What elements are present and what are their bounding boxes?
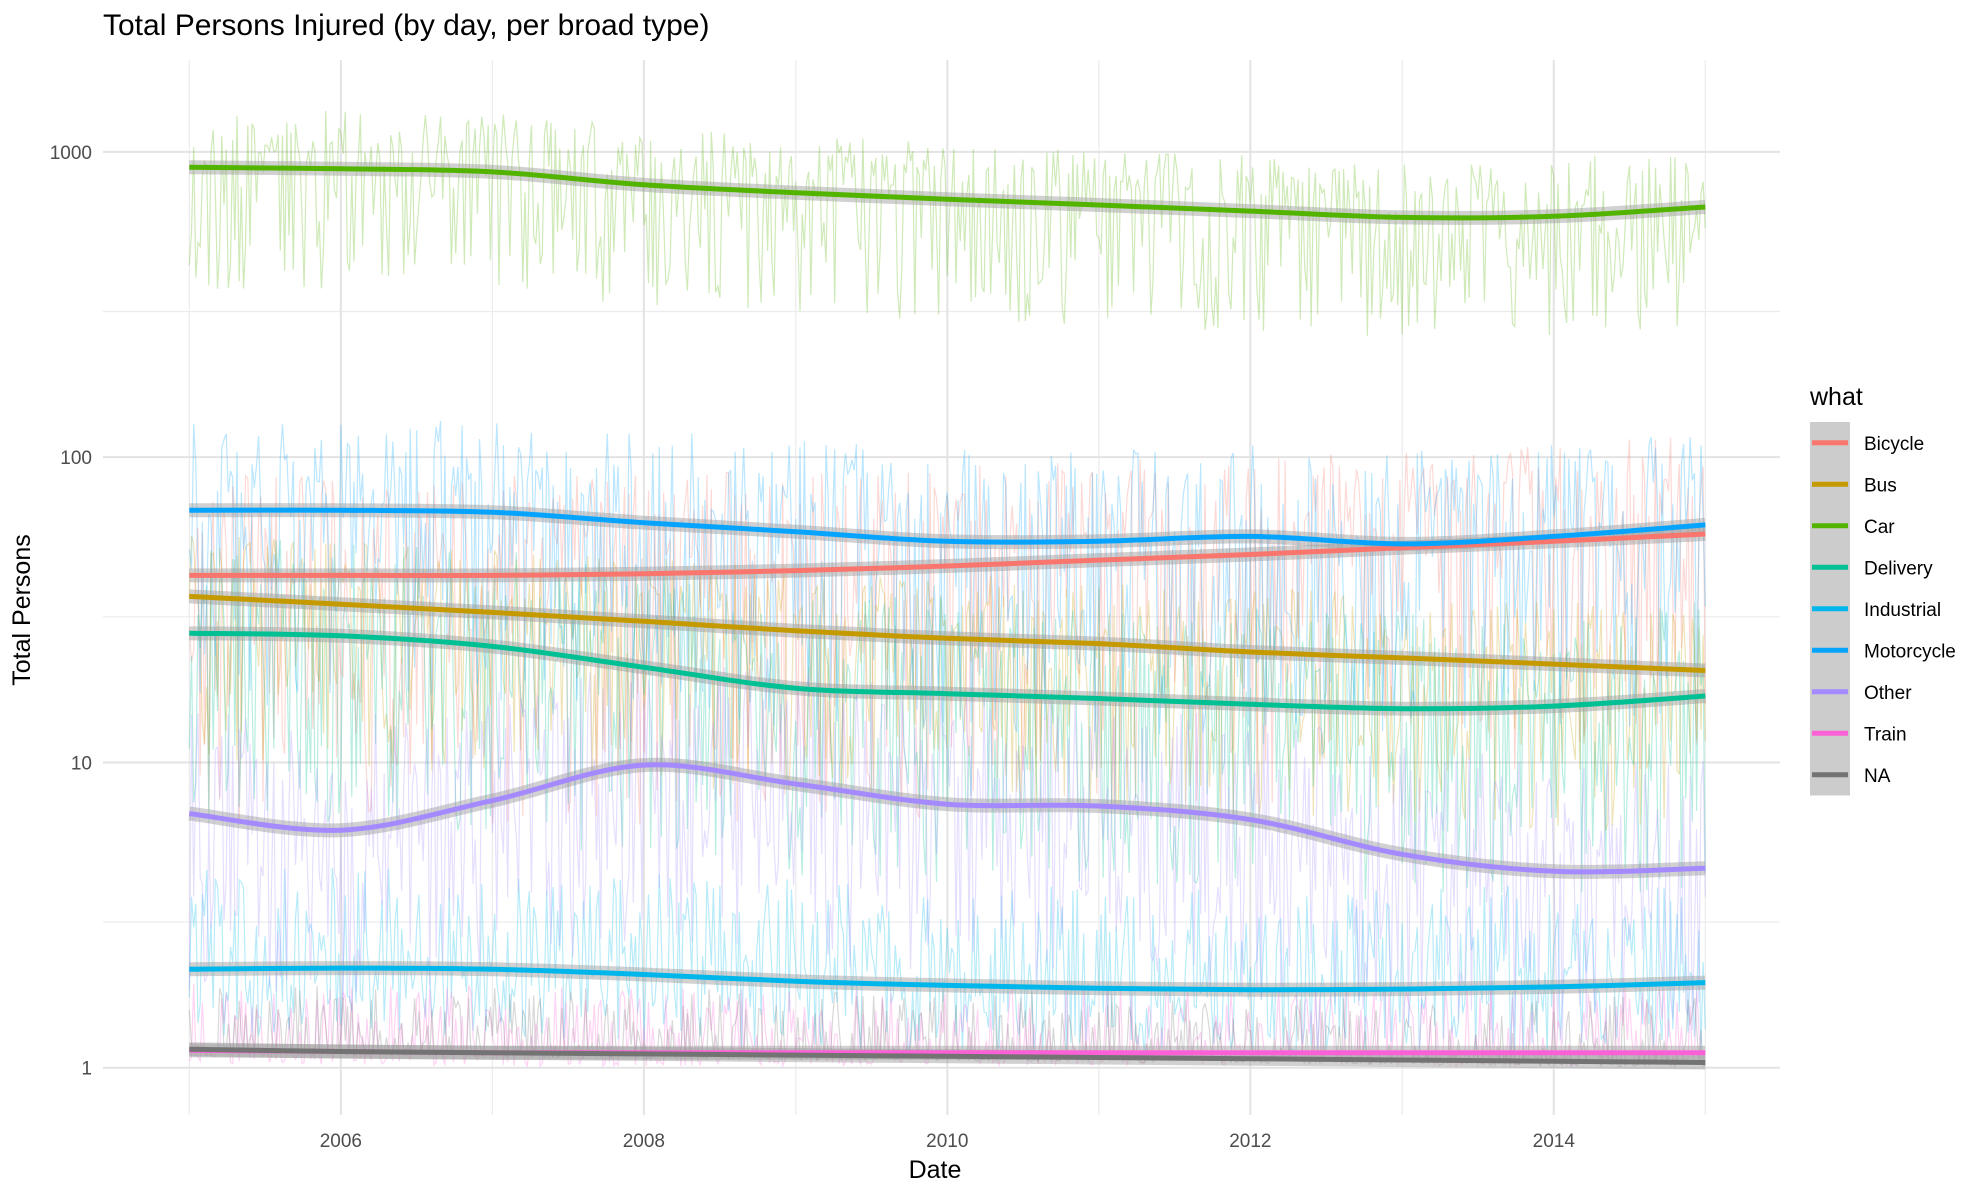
daily-series-other — [188, 659, 1706, 1045]
legend-label: Motorcycle — [1864, 641, 1956, 662]
daily-ranges — [188, 110, 1706, 1069]
legend-label: Car — [1864, 517, 1895, 538]
y-axis-title: Total Persons — [8, 534, 36, 685]
legend-label: Delivery — [1864, 558, 1933, 579]
smooth-line-motorcycle — [189, 507, 1706, 547]
smooth-lines — [188, 160, 1706, 1070]
y-tick-label: 1 — [81, 1059, 92, 1080]
legend-label: Train — [1864, 724, 1907, 745]
legend-label: Bicycle — [1864, 434, 1924, 455]
legend-label: NA — [1864, 766, 1891, 787]
smooth-line-delivery — [189, 630, 1706, 712]
smooth-line-na — [189, 1046, 1706, 1065]
smooth-line-other — [189, 762, 1706, 875]
daily-series-bicycle — [188, 437, 1706, 826]
smooth-line-industrial — [189, 965, 1706, 993]
daily-series-bus — [188, 536, 1706, 831]
y-tick-label: 100 — [60, 448, 92, 469]
legend-label: Bus — [1864, 475, 1897, 496]
y-tick-label: 1000 — [50, 143, 92, 164]
daily-series-train — [188, 983, 1706, 1068]
x-tick-label: 2010 — [926, 1131, 968, 1152]
daily-series-delivery — [188, 539, 1706, 900]
smooth-line-bicycle — [189, 531, 1706, 578]
y-axis: 1 10 100 1000 — [50, 143, 92, 1080]
y-tick-label: 10 — [71, 753, 92, 774]
daily-series-industrial — [188, 867, 1706, 1060]
legend-label: Industrial — [1864, 600, 1941, 621]
x-tick-label: 2012 — [1229, 1131, 1271, 1152]
x-tick-label: 2006 — [320, 1131, 362, 1152]
x-axis-title: Date — [909, 1156, 962, 1184]
chart-title: Total Persons Injured (by day, per broad… — [103, 9, 709, 42]
legend-title: what — [1809, 383, 1863, 411]
smooth-line-car — [189, 164, 1706, 221]
x-tick-label: 2008 — [623, 1131, 665, 1152]
legend-label: Other — [1864, 683, 1912, 704]
smooth-line-bus — [189, 593, 1706, 673]
daily-series-motorcycle — [188, 420, 1706, 735]
grid-layer — [103, 60, 1780, 1115]
legend: what Bicycle Bus Car Delivery Industrial Moto… — [1809, 383, 1956, 796]
x-axis: 2006 2008 2010 2012 2014 — [320, 1131, 1576, 1152]
x-tick-label: 2014 — [1533, 1131, 1576, 1152]
